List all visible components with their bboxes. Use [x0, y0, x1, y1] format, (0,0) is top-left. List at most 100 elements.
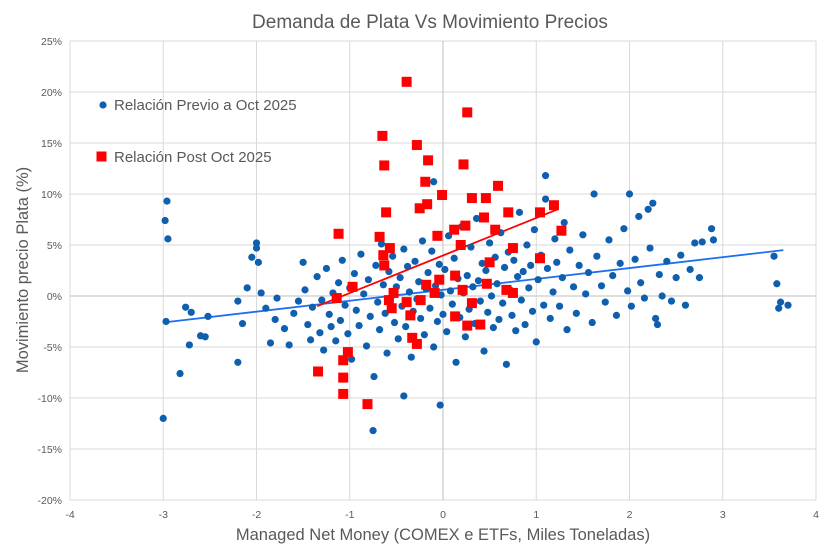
data-point-post	[460, 220, 471, 231]
data-point-previo	[653, 320, 662, 329]
data-point-previo	[555, 302, 564, 310]
data-point-previo	[484, 308, 492, 316]
data-point-previo	[313, 273, 321, 281]
data-point-previo	[366, 312, 374, 320]
data-point-post	[534, 207, 545, 218]
data-point-previo	[350, 269, 359, 278]
data-point-post	[437, 190, 448, 201]
data-point-previo	[308, 303, 317, 311]
data-point-previo	[441, 265, 449, 274]
data-point-previo	[476, 297, 484, 305]
data-point-post	[405, 310, 416, 321]
data-point-previo	[569, 283, 578, 291]
data-point-previo	[563, 326, 571, 334]
data-point-previo	[402, 323, 410, 331]
data-point-post	[381, 207, 392, 218]
x-tick-label: -1	[345, 509, 354, 521]
data-point-previo	[644, 205, 652, 213]
data-point-previo	[355, 321, 363, 330]
data-point-previo	[379, 281, 387, 289]
data-point-post	[401, 297, 412, 308]
data-point-post	[548, 200, 559, 211]
data-point-previo	[377, 240, 386, 248]
data-point-previo	[400, 245, 408, 253]
data-point-previo	[773, 280, 781, 288]
data-point-previo	[383, 349, 391, 357]
data-point-previo	[360, 290, 368, 298]
data-point-previo	[301, 286, 309, 294]
data-point-previo	[502, 360, 511, 368]
data-point-post	[384, 243, 395, 254]
data-point-previo	[273, 294, 281, 302]
data-point-post	[450, 311, 461, 322]
data-point-previo	[430, 178, 438, 186]
data-point-previo	[322, 264, 331, 273]
x-tick-label: -3	[159, 509, 168, 521]
data-point-previo	[439, 310, 447, 318]
data-point-previo	[707, 225, 716, 233]
data-point-post	[481, 278, 492, 289]
data-point-previo	[478, 259, 486, 267]
data-point-previo	[357, 250, 365, 258]
data-point-previo	[493, 280, 501, 288]
data-point-previo	[549, 288, 557, 296]
data-point-previo	[616, 259, 624, 267]
data-point-previo	[428, 247, 436, 255]
x-tick-label: 0	[440, 509, 446, 521]
data-point-post	[475, 319, 486, 330]
data-point-post	[313, 366, 324, 377]
data-point-previo	[582, 290, 590, 298]
data-point-previo	[433, 317, 442, 326]
data-point-previo	[407, 353, 415, 361]
data-point-previo	[584, 268, 593, 277]
y-tick-label: 10%	[41, 189, 62, 201]
data-point-previo	[677, 251, 685, 259]
data-point-previo	[519, 267, 527, 276]
data-point-previo	[280, 325, 289, 333]
data-point-previo	[625, 190, 634, 198]
data-point-previo	[420, 331, 428, 339]
data-point-previo	[646, 244, 654, 252]
data-point-previo	[512, 327, 520, 335]
data-point-previo	[624, 287, 632, 295]
data-point-post	[458, 159, 469, 170]
data-point-previo	[187, 308, 195, 316]
data-point-previo	[527, 261, 535, 269]
data-point-previo	[541, 172, 550, 180]
chart-title: Demanda de Plata Vs Movimiento Precios	[252, 12, 608, 33]
data-point-previo	[375, 326, 384, 334]
data-point-previo	[318, 296, 326, 304]
data-point-post	[347, 281, 358, 292]
data-point-previo	[612, 311, 621, 319]
data-point-previo	[590, 190, 598, 198]
data-point-previo	[396, 274, 404, 282]
tick-labels: -20% -15% -10% -5% 0% 5% 10% 15% 20% 25% -4 -3 -2 -1 0…	[37, 36, 819, 521]
data-point-post	[414, 203, 425, 214]
x-tick-label: 4	[813, 509, 819, 521]
data-point-previo	[635, 212, 643, 221]
data-point-previo	[415, 278, 423, 286]
data-point-previo	[681, 301, 690, 309]
data-point-previo	[686, 265, 694, 274]
data-point-previo	[405, 288, 414, 296]
y-axis-label: Movimiento precio Plata (%)	[14, 167, 32, 373]
data-point-post	[484, 257, 495, 268]
data-point-post	[378, 250, 389, 261]
data-point-post	[455, 240, 466, 250]
data-point-previo	[389, 252, 397, 260]
data-point-previo	[572, 309, 580, 317]
data-point-post	[407, 332, 418, 343]
data-point-previo	[637, 279, 645, 287]
y-tick-label: 5%	[47, 240, 62, 252]
data-point-post	[411, 140, 422, 151]
data-point-post	[457, 284, 468, 295]
data-point-previo	[448, 300, 456, 308]
data-point-post	[507, 287, 518, 298]
data-point-previo	[306, 336, 315, 344]
data-point-post	[379, 160, 390, 171]
data-point-previo	[254, 258, 262, 266]
data-point-previo	[163, 197, 171, 205]
y-tick-label: -15%	[37, 444, 62, 456]
data-point-previo	[631, 255, 639, 263]
